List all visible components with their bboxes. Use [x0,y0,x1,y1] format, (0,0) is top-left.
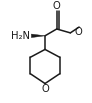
Text: O: O [53,1,61,11]
Text: H₂N: H₂N [11,31,30,41]
Text: O: O [41,84,49,94]
Text: O: O [74,27,82,37]
Polygon shape [31,34,45,38]
